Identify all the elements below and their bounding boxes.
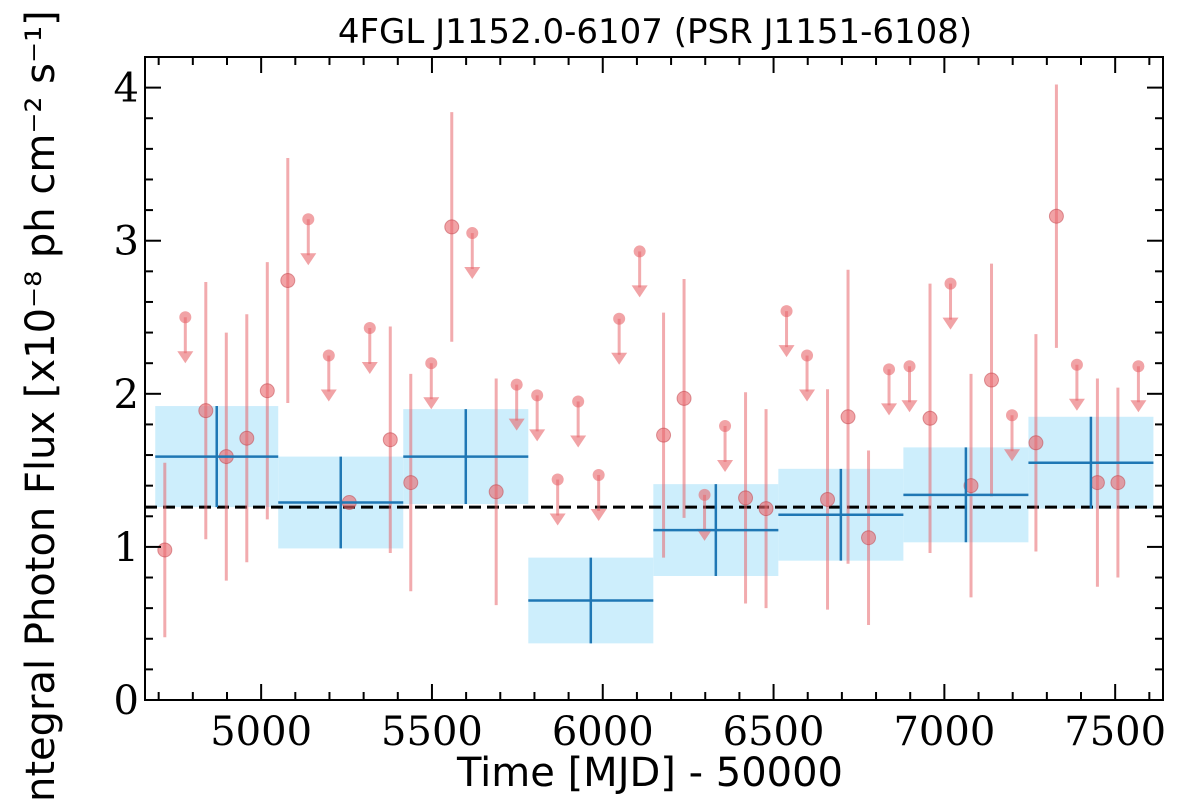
upper-limit-point-1 [302, 213, 315, 226]
detection-point-20 [984, 372, 1000, 388]
detection-point-22 [1048, 208, 1064, 224]
upper-limit-point-19 [944, 277, 957, 290]
upper-limit-head-20 [1004, 449, 1021, 462]
detection-point-23 [1089, 475, 1105, 491]
upper-limit-point-13 [698, 488, 711, 501]
upper-limit-head-8 [549, 513, 566, 526]
x-tick-label-2: 6000 [552, 709, 654, 755]
detection-point-12 [676, 390, 692, 406]
upper-limit-head-14 [717, 459, 734, 472]
upper-limit-point-17 [883, 363, 896, 376]
x-tick-label-0: 5000 [210, 709, 312, 755]
detection-point-9 [444, 219, 460, 235]
upper-limit-head-3 [361, 361, 378, 374]
detection-point-10 [488, 484, 504, 500]
upper-limit-point-11 [613, 312, 626, 325]
upper-limit-point-6 [510, 378, 523, 391]
upper-limit-head-5 [464, 267, 481, 280]
y-tick-label-4: 4 [114, 66, 139, 112]
x-tick-label-1: 5500 [381, 709, 483, 755]
plot-area [145, 84, 1163, 644]
upper-limit-point-12 [633, 245, 646, 258]
upper-limit-point-21 [1070, 358, 1083, 371]
upper-limit-point-9 [572, 395, 585, 408]
y-tick-label-2: 2 [114, 372, 139, 418]
detection-point-17 [861, 530, 877, 546]
upper-limit-head-22 [1130, 400, 1147, 413]
upper-limit-point-8 [551, 473, 564, 486]
upper-limit-head-0 [177, 351, 194, 364]
upper-limit-point-16 [801, 349, 814, 362]
detection-point-19 [963, 478, 979, 494]
plot-frame [144, 56, 1164, 701]
upper-limit-point-3 [363, 321, 376, 334]
detection-point-7 [382, 432, 398, 448]
detection-point-11 [656, 427, 672, 443]
upper-limit-point-22 [1132, 360, 1145, 373]
detection-point-18 [922, 410, 938, 426]
y-tick-label-0: 0 [114, 678, 139, 724]
upper-limit-head-13 [696, 528, 713, 541]
detection-point-3 [239, 430, 255, 446]
upper-limit-point-5 [466, 227, 479, 240]
upper-limit-head-12 [631, 285, 648, 298]
x-tick-label-5: 7500 [1064, 709, 1166, 755]
detection-point-13 [738, 490, 754, 506]
detection-point-8 [403, 475, 419, 491]
upper-limit-head-19 [942, 317, 959, 330]
upper-limit-head-9 [570, 435, 587, 448]
y-tick-label-3: 3 [114, 219, 139, 265]
upper-limit-head-18 [901, 400, 918, 413]
upper-limit-point-10 [592, 468, 605, 481]
detection-point-14 [758, 501, 774, 517]
upper-limit-point-20 [1006, 409, 1019, 422]
detection-point-1 [198, 403, 214, 419]
upper-limit-head-17 [881, 403, 898, 416]
upper-limit-head-2 [320, 389, 337, 402]
upper-limit-point-15 [780, 305, 793, 318]
upper-limit-head-11 [611, 352, 628, 365]
upper-limit-head-1 [300, 253, 317, 266]
y-tick-label-1: 1 [114, 525, 139, 571]
detection-point-4 [259, 383, 275, 399]
upper-limit-head-4 [423, 397, 440, 410]
x-axis-title: Time [MJD] - 50000 [456, 750, 843, 796]
x-tick-label-3: 6500 [723, 709, 825, 755]
y-axis-title: Integral Photon Flux [x10⁻⁸ ph cm⁻² s⁻¹] [18, 10, 64, 800]
upper-limit-point-7 [531, 389, 544, 402]
detection-point-15 [820, 491, 836, 507]
chart-title: 4FGL J1152.0-6107 (PSR J1151-6108) [338, 12, 972, 52]
upper-limit-point-2 [322, 349, 335, 362]
detection-point-21 [1028, 435, 1044, 451]
upper-limit-head-21 [1068, 398, 1085, 411]
detection-point-16 [840, 409, 856, 425]
detection-point-5 [280, 273, 296, 289]
x-tick-label-4: 7000 [893, 709, 995, 755]
upper-limit-head-7 [529, 429, 546, 442]
axes-frame: 5000 5500 6000 6500 7000 7500 0 1 2 3 4 [114, 56, 1166, 755]
upper-limit-point-0 [179, 311, 192, 324]
upper-limit-point-14 [719, 419, 732, 432]
upper-limit-point-18 [903, 360, 916, 373]
upper-limit-head-16 [799, 389, 816, 402]
upper-limit-head-15 [778, 345, 795, 358]
detection-point-0 [157, 542, 173, 558]
upper-limit-head-6 [508, 418, 525, 431]
upper-limit-point-4 [425, 357, 438, 370]
upper-limit-head-10 [590, 508, 607, 521]
detection-point-24 [1110, 475, 1126, 491]
